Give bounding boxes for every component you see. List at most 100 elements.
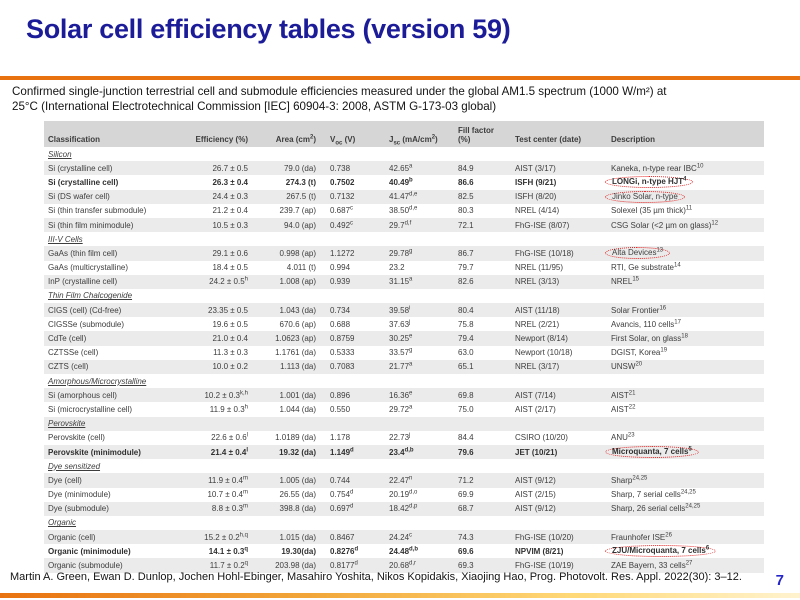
table-cell: NREL15 [607,274,764,289]
column-header: Jsc (mA/cm2) [385,121,454,147]
table-cell: 41.47d,e [385,189,454,204]
table-cell: 37.63j [389,319,411,329]
table-cell: Si (thin film minimodule) [44,217,182,233]
table-cell: 23.2 [389,263,405,273]
table-cell: AIST (9/12) [511,501,607,516]
table-cell: 72.1 [454,217,511,233]
table-cell: AIST (7/14) [511,388,607,403]
table-cell: 75.0 [458,404,474,414]
table-cell: 16.36e [385,388,454,403]
table-header-row: Classification Efficiency (%) Area (cm2) Vo… [44,121,764,147]
table-cell: 0.697d [326,501,385,516]
column-header: Efficiency (%) [182,121,258,147]
table-cell: CSG Solar (<2 µm on glass)12 [607,217,764,233]
table-cell: 0.688 [330,319,351,329]
table-cell: 11.3 ± 0.3 [213,348,248,358]
section-header-row: Dye sensitized [44,459,764,473]
table-cell: NREL (11/95) [515,263,564,273]
section-title: Amorphous/Microcrystalline [48,376,147,386]
table-cell: DGIST, Korea19 [611,347,668,358]
table-cell: 29.72a [389,404,413,414]
section-header-row: Amorphous/Microcrystalline [44,374,764,388]
table-cell: 69.3 [454,558,511,573]
table-row: CIGSSe (submodule) 19.6 ± 0.5 670.6 (ap) 0.… [44,317,764,331]
table-cell: 40.49b [389,177,413,187]
table-cell: ISFH (8/20) [511,189,607,204]
section-title: Silicon [48,149,72,159]
table-cell: ZJU/Microquanta, 7 cells6 [605,544,764,558]
table-cell: 21.0 ± 0.4 [182,331,258,346]
table-cell: Organic (cell) [44,530,182,545]
table-cell: Solexel (35 µm thick)11 [611,205,693,216]
table-cell: AIST (3/17) [511,161,607,176]
table-cell: Dye (submodule) [44,501,182,516]
highlight-ellipse: Microquanta, 7 cells5 [605,446,699,459]
table-cell: LONGi, n-type HJT4 [605,175,764,189]
table-cell: 1.178 [330,433,351,443]
table-cell: 22.47n [385,473,454,488]
table-cell: 29.7d,f [385,217,454,233]
table-cell: 23.4d,b [385,444,454,460]
table-cell: 0.550 [330,404,351,414]
table-cell: Fraunhofer ISE26 [607,530,764,545]
table-cell: Perovskite (cell) [48,433,105,443]
table-cell: AIST (11/18) [511,303,607,318]
table-cell: 239.7 (ap) [279,206,316,216]
section-header-row: III-V Cells [44,232,764,246]
table-cell: 26.3 ± 0.4 [212,177,248,187]
table-cell: 1.1761 (da) [275,348,316,358]
table-body: Silicon Si (crystalline cell) 26.7 ± 0.5 79… [44,147,764,573]
column-header: Area (cm2) [258,121,326,147]
table-cell: Avancis, 110 cells17 [611,319,681,329]
table-row: InP (crystalline cell) 24.2 ± 0.5h 1.008 (… [44,274,764,289]
highlight-ellipse: ZJU/Microquanta, 7 cells6 [605,545,717,558]
table-row: Si (amorphous cell) 10.2 ± 0.3k,h 1.001 (d… [44,388,764,403]
table-row: Si (DS wafer cell) 24.4 ± 0.3 267.5 (t) 0.7… [44,189,764,204]
table-cell: 71.2 [454,473,511,488]
table-cell: 11.9 ± 0.3h [209,404,248,414]
table-cell: 24.24c [385,530,454,545]
table-cell: 26.7 ± 0.5 [182,161,258,176]
table-row: Dye (minimodule) 10.7 ± 0.4m 26.55 (da) 0.7… [44,488,764,502]
table-cell: 19.30(da) [281,546,316,556]
table-cell: FhG-ISE (10/18) [511,246,607,261]
table-cell: GaAs (thin film cell) [44,246,182,261]
caption-line-1: Confirmed single-junction terrestrial ce… [12,85,667,98]
table-row: Si (crystalline cell) 26.3 ± 0.4 274.3 (t)… [44,175,764,189]
table-cell: 0.994 [330,263,351,273]
table-cell: CIGSSe (submodule) [48,319,125,329]
table-cell: 21.2 ± 0.4 [212,206,248,216]
table-cell: 10.7 ± 0.4m [207,489,248,500]
table-cell: 86.7 [454,246,511,261]
table-cell: CSIRO (10/20) [515,433,568,443]
column-header: Fill factor (%) [454,121,511,147]
highlight-ellipse: Alta Devices13 [605,247,671,260]
table-cell: NREL (4/14) [515,206,560,216]
table-cell: Organic (submodule) [44,558,182,573]
citation: Martin A. Green, Ewan D. Dunlop, Jochen … [10,571,742,583]
table-cell: Si (crystalline cell) [48,177,119,187]
table-row: Si (thin transfer submodule) 21.2 ± 0.4 23… [44,204,764,218]
title-divider [0,76,800,80]
table-cell: 10.5 ± 0.3 [182,217,258,233]
table-cell: 0.7083 [326,359,385,374]
table-cell: GaAs (multicrystalline) [48,263,129,273]
table-cell: Microquanta, 7 cells5 [605,444,764,460]
table-row: GaAs (thin film cell) 29.1 ± 0.6 0.998 (ap… [44,246,764,261]
table-cell: 29.78g [385,246,454,261]
table-row: CdTe (cell) 21.0 ± 0.4 1.0623 (ap) 0.8759 30… [44,331,764,346]
table-cell: First Solar, on glass18 [607,331,764,346]
table-row: Organic (submodule) 11.7 ± 0.2q 203.98 (da… [44,558,764,573]
table-cell: 0.5333 [330,348,355,358]
table-cell: 11.7 ± 0.2q [182,558,258,573]
table-cell: Perovskite (minimodule) [44,444,182,460]
section-title: III-V Cells [48,234,83,244]
table-cell: Solar Frontier16 [607,303,764,318]
table-cell: 69.8 [454,388,511,403]
table-cell: Newport (8/14) [511,331,607,346]
table-cell: InP (crystalline cell) [44,274,182,289]
table-cell: 0.8467 [326,530,385,545]
table-cell: ZAE Bayern, 33 cells27 [607,558,764,573]
table-cell: 1.043 (da) [258,303,326,318]
table-cell: 14.1 ± 0.3q [208,546,248,556]
